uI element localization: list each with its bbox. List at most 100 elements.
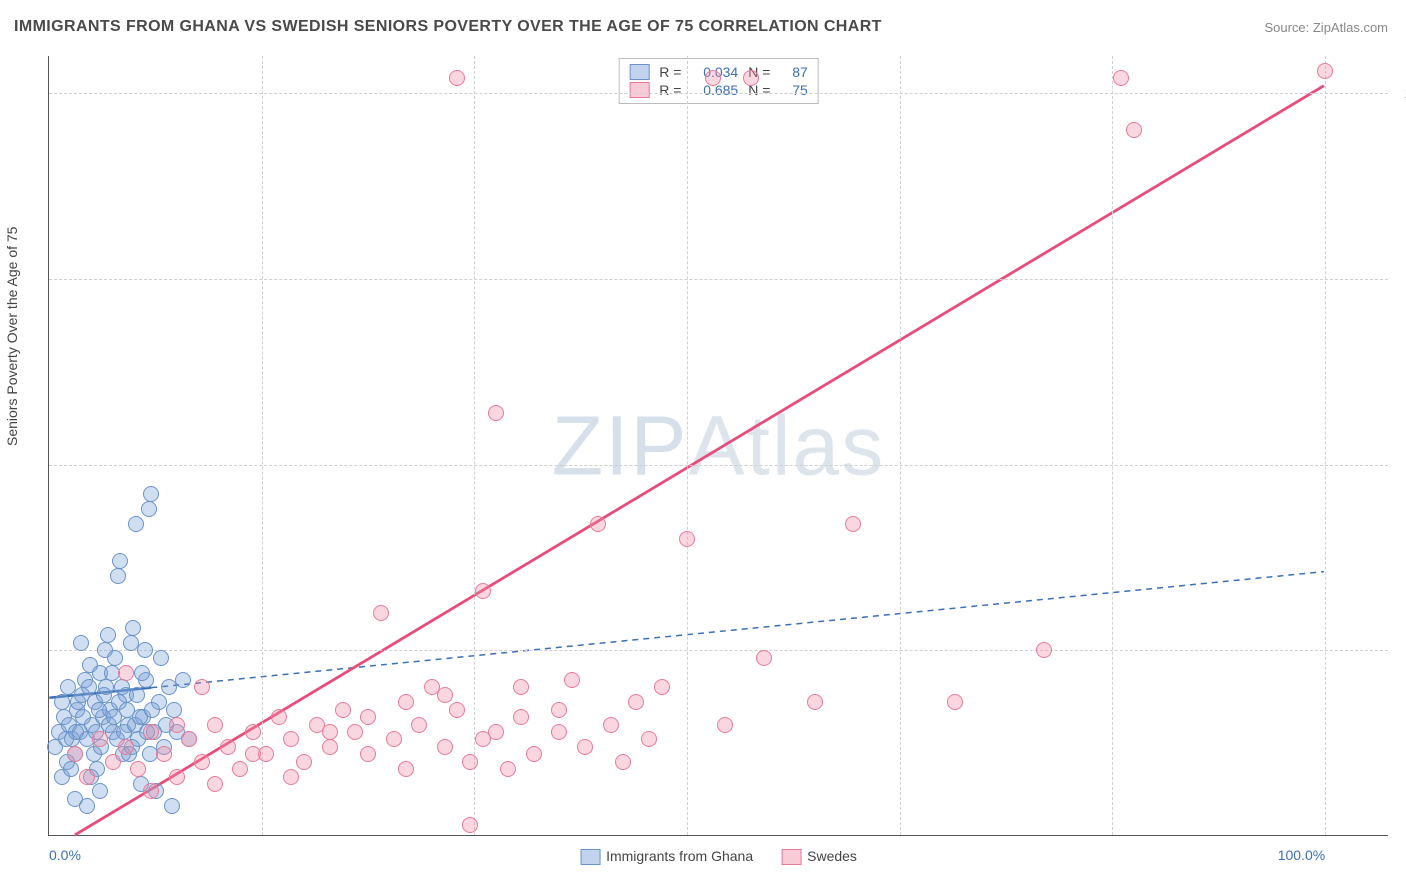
data-point-ghana [81, 679, 97, 695]
data-point-ghana [96, 687, 112, 703]
watermark-bold: ZIP [552, 398, 689, 492]
data-point-swedes [641, 731, 657, 747]
data-point-ghana [112, 553, 128, 569]
data-point-ghana [125, 620, 141, 636]
data-point-swedes [437, 739, 453, 755]
gridline-v [687, 56, 688, 835]
legend-item: Immigrants from Ghana [580, 848, 753, 865]
data-point-swedes [118, 739, 134, 755]
gridline-v [1112, 56, 1113, 835]
gridline-v [1325, 56, 1326, 835]
data-point-ghana [54, 694, 70, 710]
data-point-swedes [590, 516, 606, 532]
data-point-ghana [110, 568, 126, 584]
source-label: Source: ZipAtlas.com [1264, 20, 1388, 35]
gridline-v [900, 56, 901, 835]
data-point-swedes [207, 717, 223, 733]
plot-area: ZIPAtlas R =0.034N =87R =0.685N =75 Immi… [48, 56, 1388, 836]
data-point-swedes [92, 731, 108, 747]
legend-series: Immigrants from Ghana Swedes [580, 848, 857, 865]
data-point-ghana [137, 642, 153, 658]
data-point-swedes [130, 761, 146, 777]
data-point-swedes [513, 709, 529, 725]
data-point-swedes [1036, 642, 1052, 658]
data-point-ghana [68, 724, 84, 740]
data-point-swedes [118, 665, 134, 681]
data-point-swedes [1317, 63, 1333, 79]
legend-swatch [781, 849, 801, 865]
legend-label: Immigrants from Ghana [606, 848, 753, 864]
data-point-swedes [360, 746, 376, 762]
data-point-swedes [615, 754, 631, 770]
data-point-swedes [373, 605, 389, 621]
watermark: ZIPAtlas [552, 397, 885, 494]
data-point-swedes [513, 679, 529, 695]
data-point-swedes [194, 679, 210, 695]
data-point-swedes [1113, 70, 1129, 86]
data-point-swedes [705, 70, 721, 86]
data-point-swedes [232, 761, 248, 777]
data-point-swedes [449, 702, 465, 718]
x-tick-label: 100.0% [1278, 847, 1325, 863]
data-point-swedes [475, 731, 491, 747]
data-point-swedes [335, 702, 351, 718]
data-point-ghana [114, 679, 130, 695]
trend-line-ghana [151, 572, 1324, 688]
data-point-ghana [153, 650, 169, 666]
data-point-ghana [100, 627, 116, 643]
data-point-swedes [1126, 122, 1142, 138]
data-point-ghana [128, 516, 144, 532]
gridline-h [49, 279, 1388, 280]
data-point-ghana [134, 665, 150, 681]
data-point-swedes [756, 650, 772, 666]
data-point-swedes [194, 754, 210, 770]
data-point-ghana [129, 687, 145, 703]
data-point-swedes [603, 717, 619, 733]
data-point-swedes [500, 761, 516, 777]
watermark-thin: Atlas [688, 398, 885, 492]
data-point-swedes [169, 769, 185, 785]
data-point-swedes [169, 717, 185, 733]
data-point-swedes [283, 731, 299, 747]
data-point-swedes [245, 746, 261, 762]
data-point-swedes [207, 776, 223, 792]
legend-swatch [580, 849, 600, 865]
data-point-swedes [462, 817, 478, 833]
data-point-swedes [475, 583, 491, 599]
data-point-ghana [144, 702, 160, 718]
y-axis-label: Seniors Poverty Over the Age of 75 [4, 227, 20, 446]
data-point-ghana [73, 635, 89, 651]
data-point-swedes [551, 724, 567, 740]
data-point-swedes [360, 709, 376, 725]
data-point-swedes [717, 717, 733, 733]
data-point-swedes [398, 694, 414, 710]
data-point-ghana [70, 694, 86, 710]
data-point-swedes [347, 724, 363, 740]
data-point-swedes [462, 754, 478, 770]
data-point-ghana [166, 702, 182, 718]
data-point-swedes [271, 709, 287, 725]
gridline-v [474, 56, 475, 835]
data-point-swedes [577, 739, 593, 755]
data-point-swedes [296, 754, 312, 770]
data-point-swedes [67, 746, 83, 762]
legend-n-value: 87 [792, 64, 808, 80]
data-point-ghana [92, 783, 108, 799]
data-point-swedes [411, 717, 427, 733]
chart-title: IMMIGRANTS FROM GHANA VS SWEDISH SENIORS… [14, 18, 882, 36]
gridline-v [262, 56, 263, 835]
data-point-swedes [105, 754, 121, 770]
chart-container: IMMIGRANTS FROM GHANA VS SWEDISH SENIORS… [0, 0, 1406, 892]
data-point-ghana [141, 501, 157, 517]
gridline-h [49, 93, 1388, 94]
data-point-swedes [679, 531, 695, 547]
data-point-swedes [526, 746, 542, 762]
data-point-swedes [322, 724, 338, 740]
data-point-swedes [807, 694, 823, 710]
data-point-ghana [143, 486, 159, 502]
data-point-swedes [628, 694, 644, 710]
data-point-swedes [449, 70, 465, 86]
gridline-h [49, 650, 1388, 651]
data-point-ghana [79, 798, 95, 814]
legend-item: Swedes [781, 848, 857, 865]
